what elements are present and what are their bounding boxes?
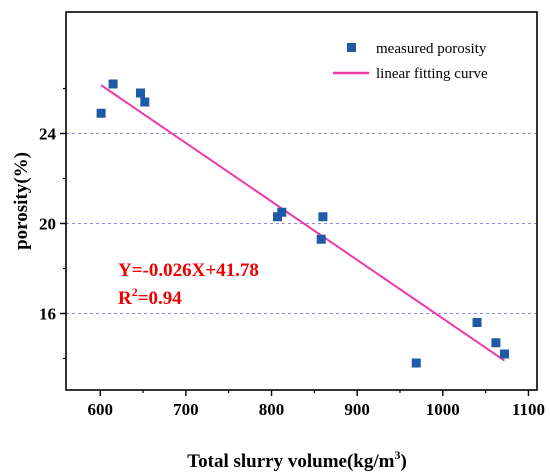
data-point-12 — [499, 349, 509, 359]
data-point-11 — [491, 338, 501, 348]
x-tick-label-700: 700 — [173, 400, 199, 419]
series-layer — [96, 79, 509, 368]
data-point-4 — [140, 97, 150, 107]
legend-label-fit: linear fitting curve — [376, 66, 488, 82]
legend-marker-measured — [347, 43, 356, 52]
r-squared-sup: 2 — [132, 285, 138, 299]
legend-label-measured: measured porosity — [376, 41, 487, 57]
x-tick-label-600: 600 — [88, 400, 114, 419]
data-point-9 — [411, 358, 421, 368]
grid-layer — [66, 133, 537, 314]
fit-line — [100, 84, 506, 362]
y-tick-label-24: 24 — [39, 125, 57, 144]
data-point-6 — [277, 207, 287, 217]
x-axis-title-tail: ) — [400, 451, 406, 472]
y-axis-title: porosity(%) — [11, 152, 32, 250]
data-point-7 — [316, 234, 326, 244]
x-tick-label-800: 800 — [259, 400, 285, 419]
data-point-10 — [472, 318, 482, 327]
r-squared-prefix: R — [118, 288, 132, 309]
data-point-8 — [318, 212, 328, 222]
legend: measured porosity linear fitting curve — [333, 41, 488, 82]
x-tick-label-900: 900 — [344, 400, 370, 419]
x-axis-title-sup: 3 — [394, 448, 400, 462]
plot-frame — [65, 11, 538, 391]
x-tick-label-1100: 1100 — [512, 400, 545, 419]
x-tick-label-1000: 1000 — [426, 400, 460, 419]
data-point-2 — [108, 79, 118, 89]
equation-text: Y=-0.026X+41.78 — [118, 260, 259, 281]
tick-layer: 600 700 800 900 1000 1100 16 20 24 — [39, 87, 545, 419]
y-tick-label-20: 20 — [39, 215, 56, 234]
x-axis-title-main: Total slurry volume(kg/m — [187, 451, 394, 472]
fit-equation: Y=-0.026X+41.78 R2=0.94 — [118, 260, 259, 309]
x-axis-title: Total slurry volume(kg/m3) — [187, 448, 407, 472]
y-tick-label-16: 16 — [39, 305, 56, 324]
data-point-1 — [96, 108, 106, 118]
r-squared-value: =0.94 — [138, 288, 183, 309]
data-point-3 — [136, 88, 146, 98]
r-squared-text: R2=0.94 — [118, 285, 182, 309]
